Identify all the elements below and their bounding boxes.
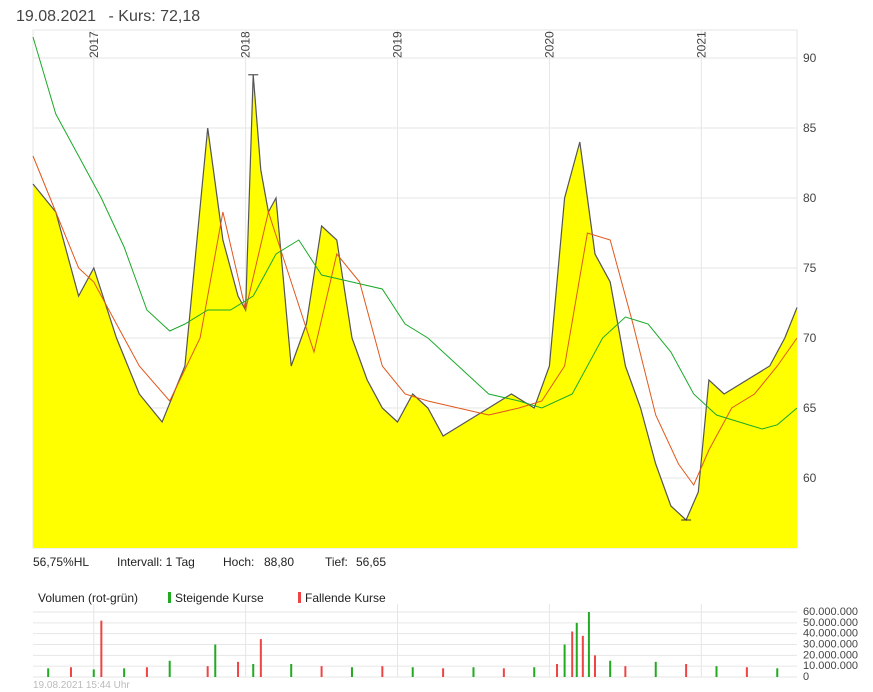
x-tick-label: 2018 bbox=[239, 31, 253, 58]
volume-bar bbox=[145, 667, 148, 677]
volume-title: Volumen (rot-grün) bbox=[38, 591, 139, 605]
volume-legend-rising: Steigende Kurse bbox=[168, 591, 264, 605]
y-tick-label: 90 bbox=[803, 51, 817, 65]
volume-grid bbox=[33, 604, 797, 678]
volume-bar bbox=[571, 631, 574, 677]
volume-bar bbox=[206, 666, 209, 677]
volume-bars bbox=[47, 612, 779, 677]
falling-swatch bbox=[298, 592, 301, 603]
volume-bar bbox=[502, 668, 505, 677]
volume-bar bbox=[533, 667, 536, 677]
price-lines bbox=[32, 36, 798, 522]
volume-bar bbox=[381, 666, 384, 677]
volume-bar bbox=[47, 668, 50, 677]
y-tick-label: 60 bbox=[803, 471, 817, 485]
high-label: Hoch: bbox=[223, 555, 255, 569]
y-tick-label: 80 bbox=[803, 191, 817, 205]
rising-swatch bbox=[168, 592, 171, 603]
y-tick-label: 70 bbox=[803, 331, 817, 345]
price-line bbox=[32, 74, 798, 522]
volume-bar bbox=[411, 667, 414, 677]
volume-bar bbox=[92, 669, 95, 677]
x-tick-label: 2017 bbox=[87, 31, 101, 58]
volume-bar bbox=[100, 620, 103, 677]
price-area bbox=[33, 74, 797, 549]
volume-bar bbox=[350, 667, 353, 677]
volume-tick-label: 50.000.000 bbox=[803, 617, 858, 629]
low-label: Tief: bbox=[325, 555, 348, 569]
volume-bar bbox=[320, 666, 323, 677]
high-value: 88,80 bbox=[264, 555, 295, 569]
volume-bar bbox=[581, 635, 584, 677]
volume-bar bbox=[654, 661, 657, 677]
y-tick-label: 85 bbox=[803, 121, 817, 135]
price-fill bbox=[33, 74, 797, 549]
quote-date: 19.08.2021 bbox=[16, 8, 97, 25]
rising-label: Steigende Kurse bbox=[175, 591, 264, 605]
x-tick-label: 2020 bbox=[542, 31, 556, 58]
volume-bar bbox=[575, 622, 578, 677]
volume-bar bbox=[168, 660, 171, 677]
volume-bar bbox=[685, 664, 688, 677]
volume-bar bbox=[776, 668, 779, 677]
volume-bar bbox=[237, 661, 240, 677]
volume-bar bbox=[69, 667, 72, 677]
volume-bar bbox=[609, 660, 612, 677]
x-tick-label: 2019 bbox=[391, 31, 405, 58]
interval-label: Intervall: 1 Tag bbox=[117, 555, 195, 569]
footer-timestamp: 19.08.2021 15:44 Uhr bbox=[33, 680, 130, 691]
volume-bar bbox=[715, 666, 718, 677]
volume-bar bbox=[593, 655, 596, 677]
volume-bar bbox=[214, 644, 217, 677]
x-tick-label: 2021 bbox=[694, 31, 708, 58]
y-tick-label: 65 bbox=[803, 401, 817, 415]
quote-header: 19.08.2021 - Kurs: 72,18 bbox=[16, 8, 208, 26]
volume-tick-label: 40.000.000 bbox=[803, 628, 858, 640]
volume-y-ticks: 60.000.00050.000.00040.000.00030.000.000… bbox=[803, 606, 858, 683]
volume-bar bbox=[556, 664, 559, 677]
falling-label: Fallende Kurse bbox=[305, 591, 386, 605]
volume-bar bbox=[259, 639, 262, 677]
volume-bar bbox=[563, 644, 566, 677]
y-tick-label: 75 bbox=[803, 261, 817, 275]
volume-bar bbox=[442, 668, 445, 677]
volume-tick-label: 0 bbox=[803, 671, 809, 683]
range-percent: 56,75%HL bbox=[33, 555, 90, 569]
ma-long-line bbox=[32, 36, 798, 430]
low-value: 56,65 bbox=[356, 555, 387, 569]
volume-bar bbox=[587, 612, 590, 677]
volume-bar bbox=[472, 667, 475, 677]
volume-legend-falling: Fallende Kurse bbox=[298, 591, 386, 605]
volume-bar bbox=[624, 666, 627, 677]
volume-bar bbox=[290, 664, 293, 677]
volume-tick-label: 10.000.000 bbox=[803, 660, 858, 672]
price-x-ticks: 2017 2018 2019 2020 2021 bbox=[87, 31, 709, 58]
volume-tick-label: 20.000.000 bbox=[803, 649, 858, 661]
volume-bar bbox=[123, 668, 126, 677]
volume-tick-label: 30.000.000 bbox=[803, 639, 858, 651]
ma-short-line bbox=[32, 155, 798, 487]
volume-bar bbox=[745, 667, 748, 677]
volume-tick-label: 60.000.000 bbox=[803, 606, 858, 618]
volume-bar bbox=[252, 664, 255, 677]
quote-price: - Kurs: 72,18 bbox=[108, 8, 201, 25]
price-y-ticks: 90 85 80 75 70 65 60 bbox=[803, 51, 817, 485]
